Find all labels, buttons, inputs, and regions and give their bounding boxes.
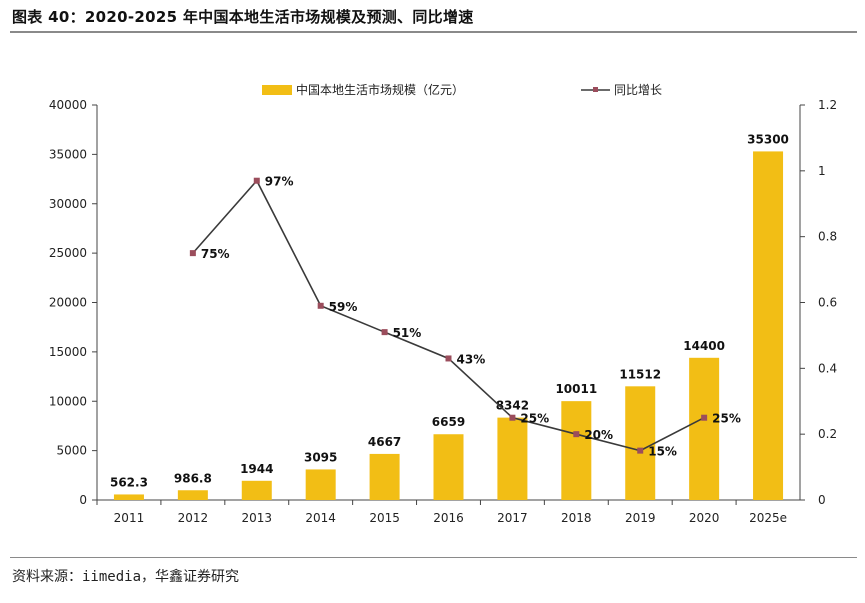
source-note: 资料来源：iimedia，华鑫证券研究	[12, 569, 240, 585]
x-tick-label: 2015	[369, 511, 400, 525]
growth-marker	[317, 302, 324, 309]
left-tick-label: 30000	[49, 197, 87, 211]
bar-value-label: 11512	[619, 367, 661, 381]
bar	[177, 490, 208, 500]
chart: 0 5000 10000 15000 20000 25000 30000 35000 40000…	[49, 82, 837, 525]
left-tick-label: 25000	[49, 246, 87, 260]
bar-value-label: 3095	[304, 450, 337, 464]
bar	[689, 357, 720, 500]
growth-marker	[573, 431, 580, 438]
bar	[113, 494, 144, 500]
legend-label-growth: 同比增长	[614, 83, 662, 97]
legend-item-market-size: 中国本地生活市场规模（亿元）	[262, 82, 464, 97]
x-tick-label: 2016	[433, 511, 464, 525]
bar	[625, 386, 656, 500]
growth-value-label: 75%	[201, 247, 230, 261]
left-tick-label: 40000	[49, 98, 87, 112]
bar	[561, 401, 592, 500]
growth-value-label: 25%	[712, 412, 741, 426]
x-tick-label: 2020	[689, 511, 720, 525]
x-tick-label: 2013	[241, 511, 272, 525]
legend-label-market-size: 中国本地生活市场规模（亿元）	[296, 82, 464, 97]
growth-marker	[381, 329, 388, 336]
x-tick-label: 2012	[178, 511, 209, 525]
growth-value-label: 43%	[457, 352, 486, 366]
bar-value-label: 6659	[432, 415, 465, 429]
x-tick-label: 2017	[497, 511, 528, 525]
bar-value-label: 562.3	[110, 475, 148, 489]
growth-marker	[189, 250, 196, 257]
left-tick-label: 5000	[56, 444, 87, 458]
left-tick-label: 0	[79, 493, 87, 507]
left-tick-label: 35000	[49, 147, 87, 161]
growth-marker	[701, 414, 708, 421]
right-tick-label: 0.8	[818, 230, 837, 244]
x-tick-label: 2011	[114, 511, 145, 525]
x-tick-label: 2019	[625, 511, 656, 525]
growth-value-label: 59%	[329, 300, 358, 314]
legend-item-growth: 同比增长	[581, 83, 662, 97]
right-axis-ticks: 0 0.2 0.4 0.6 0.8 1 1.2	[800, 98, 837, 507]
bar	[305, 469, 336, 500]
right-tick-label: 0.4	[818, 361, 837, 375]
right-tick-label: 0.6	[818, 296, 837, 310]
left-tick-label: 20000	[49, 296, 87, 310]
right-axis: 0 0.2 0.4 0.6 0.8 1 1.2	[799, 98, 837, 507]
bar-labels: 562.3 986.8 1944 3095 4667 6659 8342 10011 11512…	[110, 132, 789, 489]
left-tick-label: 10000	[49, 394, 87, 408]
growth-value-label: 25%	[520, 412, 549, 426]
left-axis-ticks: 0 5000 10000 15000 20000 25000 30000 35000 40000	[49, 98, 97, 507]
pct-labels: 75% 97% 59% 51% 43% 25% 20% 15% 25%	[201, 175, 741, 459]
growth-marker	[509, 414, 516, 421]
right-tick-label: 0	[818, 493, 826, 507]
right-tick-label: 1	[818, 164, 826, 178]
bar-value-label: 10011	[555, 382, 597, 396]
title-divider	[10, 31, 857, 33]
left-tick-label: 15000	[49, 345, 87, 359]
growth-value-label: 97%	[265, 175, 294, 189]
x-tick-label: 2025e	[749, 511, 787, 525]
legend-swatch-marker	[593, 87, 598, 92]
bar-value-label: 4667	[368, 435, 401, 449]
bar-value-label: 8342	[496, 399, 529, 413]
footer-divider	[10, 557, 857, 558]
growth-line	[189, 177, 708, 454]
bar	[241, 480, 272, 500]
bar-value-label: 1944	[240, 462, 273, 476]
growth-marker	[253, 177, 260, 184]
legend: 中国本地生活市场规模（亿元） 同比增长	[262, 82, 662, 97]
bar-value-label: 35300	[747, 132, 789, 146]
x-tick-label: 2014	[305, 511, 336, 525]
growth-value-label: 20%	[584, 428, 613, 442]
growth-value-label: 15%	[648, 445, 677, 459]
right-tick-label: 1.2	[818, 98, 837, 112]
legend-swatch-bar	[262, 85, 292, 95]
bar	[497, 417, 528, 500]
x-axis-ticks: 2011 2012 2013 2014 2015 2016 2017 2018 2019 2020…	[96, 500, 787, 525]
growth-marker	[445, 355, 452, 362]
bar-value-label: 14400	[683, 339, 725, 353]
growth-marker	[637, 447, 644, 454]
bars	[113, 151, 784, 500]
bar	[433, 434, 464, 500]
growth-value-label: 51%	[393, 326, 422, 340]
x-tick-label: 2018	[561, 511, 592, 525]
chart-title: 图表 40：2020-2025 年中国本地生活市场规模及预测、同比增速	[12, 8, 474, 26]
bar	[369, 453, 400, 500]
left-axis: 0 5000 10000 15000 20000 25000 30000 35000 40000	[49, 98, 98, 507]
right-tick-label: 0.2	[818, 427, 837, 441]
bar-value-label: 986.8	[174, 471, 212, 485]
bar	[753, 151, 784, 500]
